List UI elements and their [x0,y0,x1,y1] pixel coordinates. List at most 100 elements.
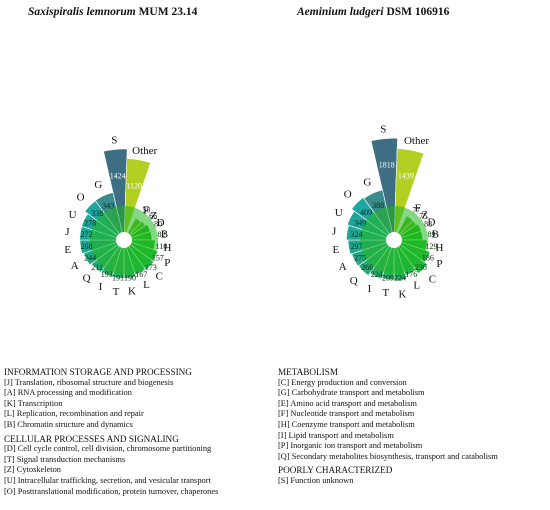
value-label-S: 1424 [110,171,126,180]
value-label-Q: 266 [361,263,373,272]
legend-heading: CELLULAR PROCESSES AND SIGNALING [4,433,179,444]
category-label-G: G [94,179,102,191]
legend-heading: INFORMATION STORAGE AND PROCESSING [4,367,192,377]
category-label-C: C [429,273,436,285]
value-label-Z: 75 [419,212,427,221]
legend-item: [D] Cell cycle control, cell division, c… [4,444,212,454]
category-label-Z: Z [150,210,157,222]
value-label-I: 193 [101,270,113,279]
legend-item: [P] Inorganic ion transport and metaboli… [278,441,423,451]
category-label-Other: Other [132,145,157,157]
legend-item: [U] Intracellular trafficking, secretion… [4,475,211,485]
category-label-O: O [77,192,85,204]
category-label-H: H [435,242,443,254]
value-label-H: 110 [156,242,168,251]
category-label-D: D [157,217,165,229]
category-label-Q: Q [83,272,91,284]
legend-item: [O] Posttranslational modification, prot… [4,486,219,496]
category-label-E: E [64,244,71,256]
category-label-Other: Other [404,135,429,147]
value-label-B: 89 [428,230,436,239]
category-label-P: P [164,257,170,269]
chart-title-left: Saxispiralis lemnorum MUM 23.14 [28,6,198,18]
legend-item: [S] Function unknown [278,475,354,485]
value-label-E: 268 [80,242,92,251]
value-label-G: 388 [372,201,384,210]
value-label-C: 230 [415,263,427,272]
category-label-Z: Z [421,209,428,221]
value-label-F: 77 [412,205,420,214]
value-label-K: 224 [394,274,406,283]
category-label-S: S [111,134,117,146]
value-label-G: 343 [102,201,114,210]
category-label-O: O [344,189,352,201]
legend-item: [Q] Secondary metabolites biosynthesis, … [278,451,498,461]
category-label-S: S [380,124,386,136]
category-label-A: A [71,260,79,272]
category-label-L: L [413,280,420,292]
category-label-L: L [143,279,150,291]
category-label-U: U [335,207,343,219]
value-label-U: 278 [84,219,96,228]
value-label-Q: 211 [91,263,103,272]
legend-left: INFORMATION STORAGE AND PROCESSING [J] Tr… [4,364,218,497]
value-label-E: 297 [350,242,362,251]
category-label-I: I [368,283,372,295]
value-label-O: 409 [360,208,372,217]
category-label-G: G [363,176,371,188]
value-label-D: 88 [424,219,432,228]
value-label-B: 82 [158,230,166,239]
legend-item: [A] RNA processing and modification [4,388,132,398]
value-label-L: 167 [135,270,147,279]
center-hole [386,232,402,248]
legend-item: [G] Carbohydrate transport and metabolis… [278,388,425,398]
value-label-A: 244 [84,253,96,262]
category-label-I: I [99,281,103,293]
category-label-U: U [69,209,77,221]
category-label-F: F [143,204,149,216]
category-label-Q: Q [350,275,358,287]
category-label-D: D [427,217,435,229]
legend-item: [E] Amino acid transport and metabolism [278,398,417,408]
value-label-J: 324 [350,230,362,239]
legend-heading: POORLY CHARACTERIZED [278,465,393,476]
value-label-T: 191 [112,274,124,283]
value-label-F: 58 [142,205,150,214]
legend-item: [C] Energy production and conversion [278,377,407,387]
legend-item: [J] Translation, ribosomal structure and… [4,377,174,387]
legend-item: [Z] Cytoskeleton [4,465,61,475]
category-label-H: H [164,242,172,254]
value-label-T: 209 [382,274,394,283]
legend-item: [F] Nucleotide transport and metabolism [278,409,415,419]
category-label-K: K [398,288,406,300]
chart-title-right: Aeminium ludgeri DSM 106916 [297,6,450,18]
category-label-C: C [156,270,163,282]
value-label-H: 129 [426,242,438,251]
value-label-L: 176 [405,270,417,279]
value-label-C: 173 [145,263,157,272]
category-label-E: E [332,244,339,256]
center-hole [116,232,132,248]
value-label-Z: 66 [149,212,157,221]
value-label-I: 224 [371,270,383,279]
value-label-Other: 1120 [126,181,142,190]
category-label-B: B [161,229,168,241]
value-label-P: 157 [152,253,164,262]
legend-item: [I] Lipid transport and metabolism [278,430,394,440]
category-label-J: J [332,226,337,238]
category-label-A: A [339,261,347,273]
legend-heading: METABOLISM [278,367,339,377]
legend-item: [H] Coenzyme transport and metabolism [278,419,415,429]
category-label-P: P [436,258,442,270]
value-label-A: 275 [354,253,366,262]
category-label-T: T [113,286,120,298]
value-label-D: 80 [154,219,162,228]
value-label-K: 190 [124,274,136,283]
value-label-U: 349 [354,219,366,228]
category-label-J: J [65,226,70,238]
category-label-F: F [415,202,421,214]
legend-item: [K] Transcription [4,398,63,408]
category-label-T: T [382,287,389,299]
